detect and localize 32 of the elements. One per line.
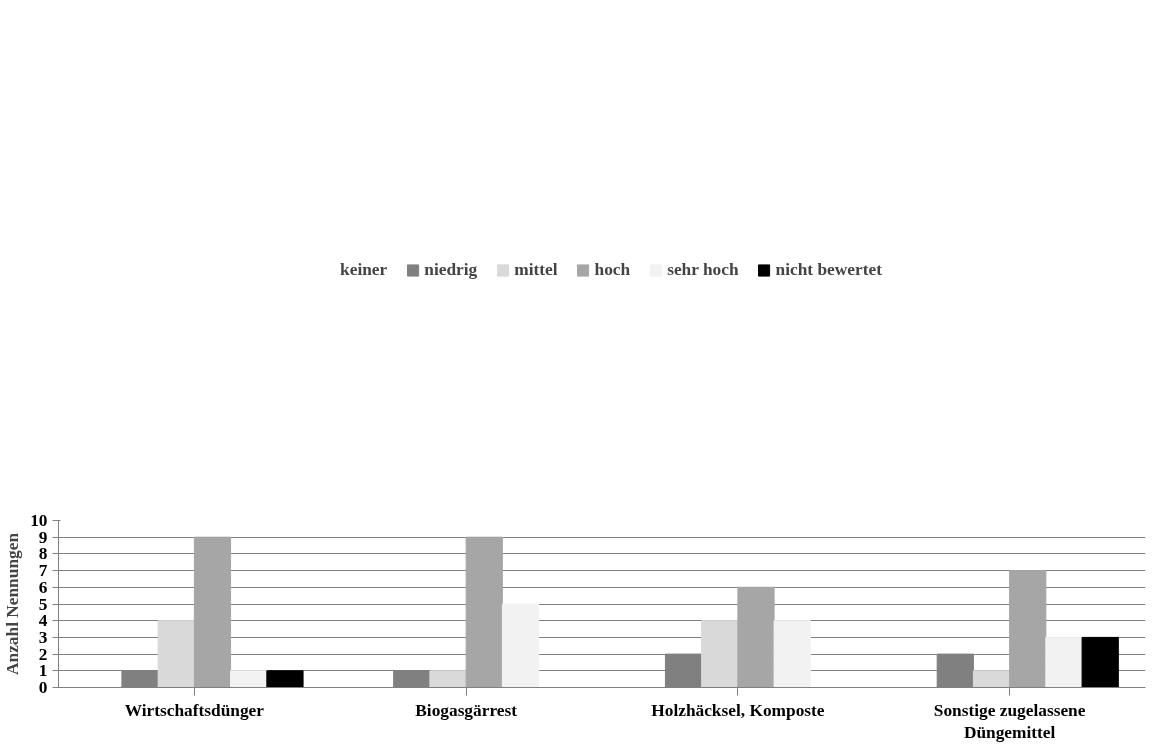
- y-tick-label: 5: [38, 594, 48, 614]
- bar: [701, 620, 739, 688]
- bar: [1045, 636, 1083, 688]
- bar: [972, 670, 1011, 688]
- x-tick-label: Biogasgärrest: [415, 700, 518, 720]
- x-tick-label: Wirtschaftsdünger: [124, 700, 265, 720]
- y-tick-label: 9: [38, 527, 48, 547]
- y-axis-title: Anzahl Nennungen: [3, 532, 23, 676]
- bar: [157, 620, 195, 688]
- y-tick-label: 0: [38, 678, 48, 697]
- bar: [1081, 636, 1119, 688]
- y-tick-label: 8: [38, 544, 48, 564]
- y-tick-label: 2: [38, 644, 48, 664]
- bar: [1009, 570, 1047, 688]
- bar: [193, 536, 232, 688]
- y-tick-label: 10: [30, 511, 48, 530]
- bar: [429, 670, 467, 688]
- legend-label: mittel: [514, 260, 558, 280]
- x-tick-label: Holzhäcksel, Komposte: [651, 700, 825, 720]
- legend-label: sehr hoch: [667, 260, 739, 280]
- legend-label: nicht bewertet: [775, 260, 882, 280]
- bar: [501, 603, 540, 688]
- bar: [773, 620, 811, 688]
- x-tick-label: Sonstige zugelassene Düngemittel: [933, 700, 1086, 743]
- bar: [465, 536, 503, 688]
- legend-label: hoch: [594, 260, 631, 280]
- bar: [230, 670, 268, 688]
- text: keiner: [340, 260, 388, 280]
- bar: [737, 586, 775, 688]
- y-tick-label: 1: [38, 661, 48, 681]
- bar: [266, 670, 304, 688]
- legend-label: niedrig: [424, 260, 478, 280]
